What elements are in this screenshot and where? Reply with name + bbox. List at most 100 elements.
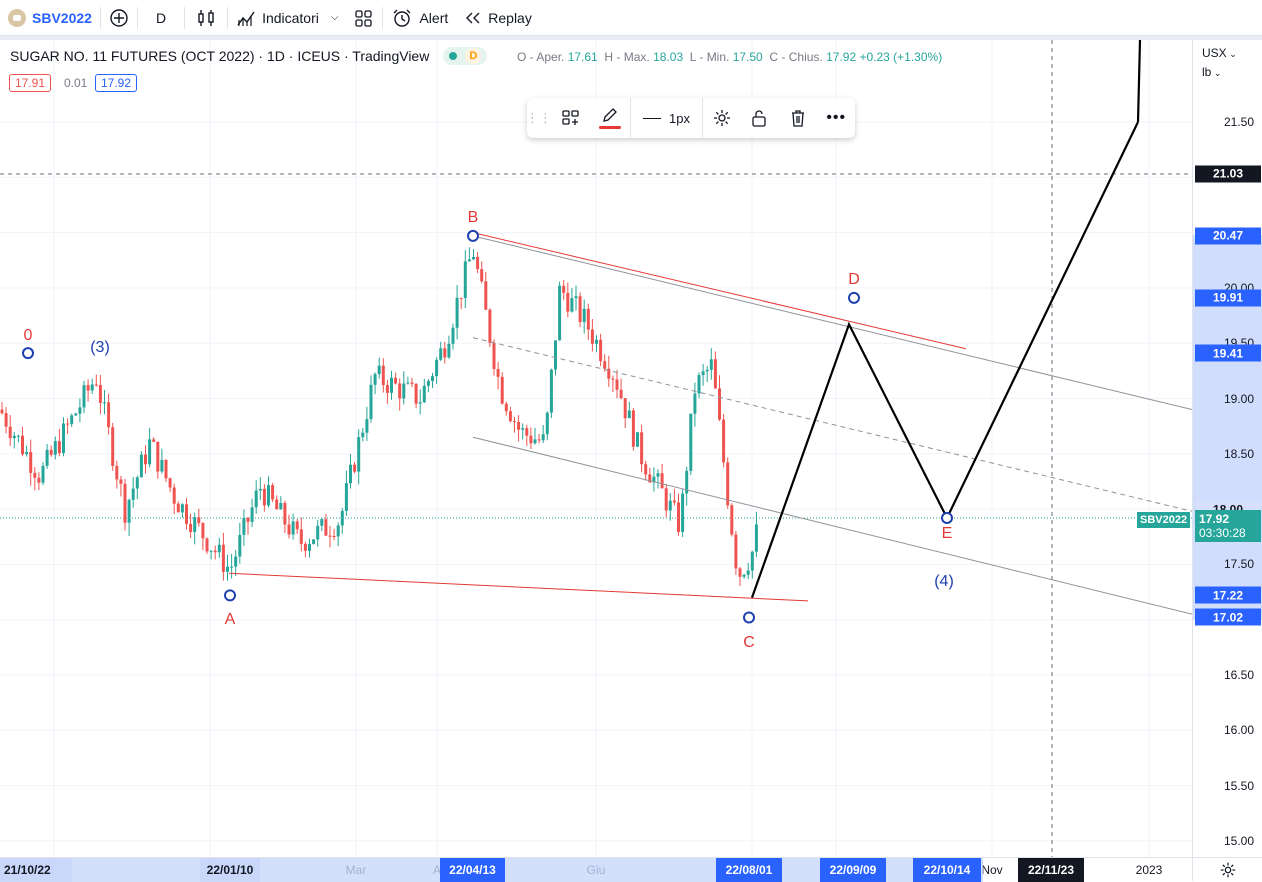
candle <box>742 573 746 579</box>
candle <box>144 445 147 474</box>
interval-button[interactable]: D <box>138 0 184 36</box>
triangle-upper-line[interactable] <box>472 232 967 350</box>
candle <box>431 372 434 388</box>
candle <box>16 434 20 443</box>
candle <box>312 539 316 545</box>
axis-settings-button[interactable] <box>1192 857 1262 881</box>
candle <box>57 428 61 457</box>
channel-upper-line[interactable] <box>472 235 1192 411</box>
price-tick: 18.50 <box>1223 446 1254 461</box>
candle <box>139 451 143 478</box>
open-value: 17.61 <box>567 50 598 64</box>
wave-point-marker[interactable] <box>848 291 860 304</box>
divider <box>629 98 631 138</box>
wave-point-marker[interactable] <box>467 229 479 242</box>
candle <box>746 562 750 580</box>
projection-path[interactable] <box>750 121 1139 598</box>
compare-button[interactable] <box>101 0 137 36</box>
price-tick: 19.00 <box>1223 391 1254 406</box>
wave-label-b: B <box>468 209 479 226</box>
candle <box>492 339 496 376</box>
wave-point-marker[interactable] <box>22 347 34 360</box>
candle <box>439 341 443 362</box>
low-label: L - Min. <box>689 50 730 64</box>
gear-icon <box>713 110 730 126</box>
settings-button[interactable] <box>703 98 741 138</box>
line-width-button[interactable]: 1px <box>631 98 702 138</box>
candle <box>726 457 730 509</box>
top-toolbar: SBV2022 D Indicatori ⌵ Alert Replay <box>0 0 1262 36</box>
drawings[interactable]: 0 (3) A B C D E (4) <box>22 40 1192 651</box>
symbol-search[interactable]: SBV2022 <box>0 0 100 36</box>
candle <box>705 365 709 383</box>
trash-icon <box>791 110 804 127</box>
candle <box>623 397 627 429</box>
candle <box>521 423 525 440</box>
time-axis[interactable]: MarAGiuNov202321/10/2222/01/1022/04/1322… <box>0 857 1192 882</box>
candle <box>37 472 41 490</box>
candles <box>0 247 758 586</box>
alert-button[interactable]: Alert <box>383 0 456 36</box>
candle <box>189 513 193 539</box>
drag-handle-icon[interactable]: ⋮⋮ <box>526 110 552 125</box>
replay-button[interactable]: Replay <box>456 0 540 36</box>
candle <box>303 541 307 558</box>
templates-icon <box>562 110 579 125</box>
candle <box>295 519 299 534</box>
templates-button[interactable] <box>551 98 590 138</box>
bid-box[interactable]: 17.91 <box>9 73 52 93</box>
delete-button[interactable] <box>778 98 817 138</box>
delay-badge: D <box>465 48 482 64</box>
price-tick: 15.00 <box>1223 833 1254 848</box>
candle <box>213 545 217 560</box>
more-icon[interactable]: ••• <box>826 109 847 126</box>
candle <box>402 371 406 405</box>
wave-point-marker[interactable] <box>743 611 755 624</box>
candle <box>513 417 516 433</box>
candle <box>426 378 430 393</box>
ask-box[interactable]: 17.92 <box>95 73 138 93</box>
wave-point-marker[interactable] <box>224 589 236 602</box>
chevron-down-icon: ⌄ <box>1226 49 1237 59</box>
divider <box>227 6 229 29</box>
candle <box>693 382 697 427</box>
indicators-label: Indicatori <box>262 9 319 26</box>
chart-type-button[interactable] <box>185 0 227 36</box>
wave-point-marker[interactable] <box>941 511 953 524</box>
candle <box>287 514 291 539</box>
candle <box>234 549 238 576</box>
wave-label-c: C <box>743 634 755 651</box>
candle <box>615 369 619 399</box>
line-color-button[interactable] <box>590 98 629 138</box>
layouts-button[interactable] <box>346 0 382 36</box>
candle <box>599 333 603 367</box>
candle <box>480 261 484 284</box>
candle <box>119 475 123 497</box>
candle <box>558 281 562 341</box>
candle <box>488 308 492 348</box>
price-chart[interactable]: 0 (3) A B C D E (4) <box>0 40 1192 857</box>
unit-selector[interactable]: lb ⌄ <box>1202 65 1221 79</box>
candle <box>267 476 270 508</box>
lock-button[interactable] <box>741 98 779 138</box>
candle <box>78 398 82 423</box>
divider <box>382 6 384 29</box>
candle <box>734 530 738 575</box>
price-axis[interactable]: USX ⌄ lb ⌄ 21.50 20.00 19.50 19.00 18.50 17.5… <box>1192 40 1262 857</box>
time-badge: 22/04/13 <box>440 858 505 882</box>
channel-lower-line[interactable] <box>472 436 1192 615</box>
low-value: 17.50 <box>732 50 763 64</box>
candle <box>12 431 16 449</box>
indicators-button[interactable]: Indicatori ⌵ <box>228 0 346 36</box>
candle <box>324 513 328 537</box>
candle <box>320 517 324 532</box>
currency-selector[interactable]: USX ⌄ <box>1202 46 1237 60</box>
candle <box>4 407 8 434</box>
wave-label-four: (4) <box>934 573 954 590</box>
candle <box>82 380 86 414</box>
triangle-lower-line[interactable] <box>228 572 809 602</box>
channel-median-line[interactable] <box>472 337 1192 512</box>
candle <box>463 250 467 308</box>
candle <box>750 550 754 579</box>
candle <box>381 358 385 393</box>
